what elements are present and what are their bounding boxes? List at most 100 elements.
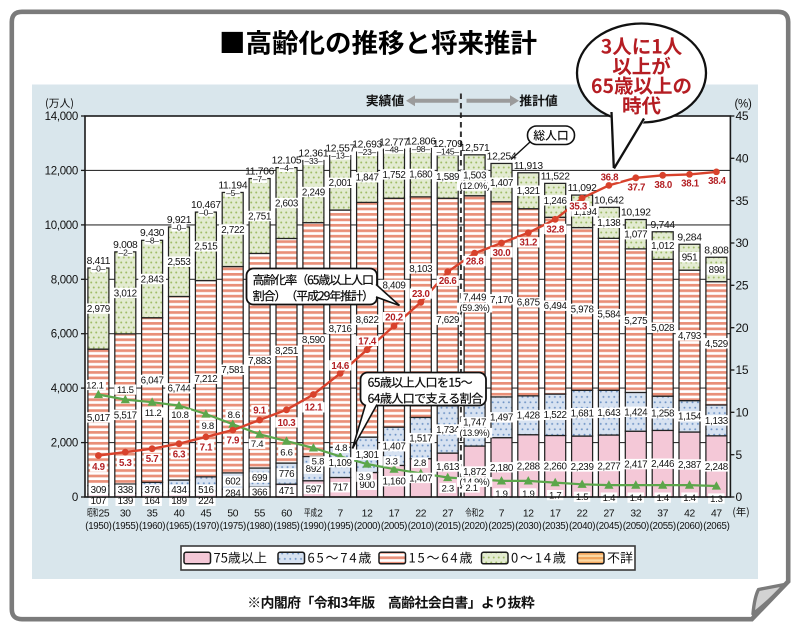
svg-text:1.4: 1.4 (656, 493, 669, 504)
svg-text:1,407: 1,407 (490, 178, 513, 189)
svg-text:38.0: 38.0 (654, 180, 672, 191)
svg-text:14.6: 14.6 (331, 361, 350, 372)
svg-text:32.8: 32.8 (546, 224, 565, 235)
svg-text:338: 338 (118, 485, 134, 496)
svg-text:5,517: 5,517 (114, 410, 137, 421)
svg-text:471: 471 (279, 486, 294, 497)
svg-text:7: 7 (499, 508, 505, 519)
svg-text:5,275: 5,275 (624, 316, 648, 327)
svg-text:(2025): (2025) (488, 521, 514, 532)
svg-text:–98–: –98– (412, 144, 430, 154)
svg-text:1.9: 1.9 (522, 489, 534, 500)
svg-text:(2020): (2020) (461, 521, 487, 532)
svg-text:42: 42 (684, 508, 695, 519)
svg-text:12,806: 12,806 (406, 137, 436, 148)
svg-text:37: 37 (657, 508, 668, 519)
svg-text:30: 30 (120, 508, 131, 519)
svg-text:17: 17 (550, 508, 561, 519)
svg-text:12,000: 12,000 (45, 165, 78, 177)
svg-text:2,979: 2,979 (87, 304, 110, 315)
svg-text:–0–: –0– (92, 264, 106, 274)
svg-text:1,407: 1,407 (382, 442, 405, 453)
svg-text:9,008: 9,008 (113, 240, 138, 251)
svg-text:(2010): (2010) (408, 521, 434, 532)
svg-text:366: 366 (252, 487, 268, 498)
svg-text:1,321: 1,321 (517, 186, 540, 197)
svg-text:10.8: 10.8 (171, 410, 188, 421)
svg-text:7.4: 7.4 (251, 439, 264, 450)
svg-text:(13.9%): (13.9%) (460, 428, 490, 438)
svg-text:2.1: 2.1 (465, 483, 477, 494)
svg-text:6,047: 6,047 (141, 375, 164, 386)
svg-text:9,744: 9,744 (651, 220, 676, 231)
svg-text:–0–: –0– (172, 223, 186, 233)
svg-text:37.7: 37.7 (627, 183, 645, 194)
svg-text:5,017: 5,017 (87, 413, 110, 424)
svg-text:2,288: 2,288 (517, 461, 541, 472)
svg-text:284: 284 (225, 489, 241, 500)
svg-text:12,777: 12,777 (379, 137, 409, 148)
svg-text:1,138: 1,138 (597, 218, 621, 229)
svg-text:(1975): (1975) (220, 521, 246, 532)
svg-text:10,467: 10,467 (191, 200, 221, 211)
svg-text:1,497: 1,497 (490, 413, 513, 424)
svg-text:2.3: 2.3 (441, 483, 453, 494)
svg-text:2,446: 2,446 (651, 459, 675, 470)
svg-text:17.4: 17.4 (358, 336, 377, 347)
svg-text:8,000: 8,000 (51, 274, 78, 286)
svg-text:35: 35 (147, 508, 158, 519)
svg-text:5.3: 5.3 (119, 458, 132, 469)
svg-text:38.1: 38.1 (681, 178, 700, 189)
svg-text:11,092: 11,092 (568, 183, 598, 194)
svg-text:8,808: 8,808 (704, 245, 729, 256)
svg-text:12.1: 12.1 (305, 403, 324, 414)
svg-text:1,517: 1,517 (409, 434, 432, 445)
svg-text:2,248: 2,248 (705, 462, 729, 473)
svg-text:5.8: 5.8 (312, 457, 324, 468)
svg-text:(2005): (2005) (381, 521, 407, 532)
svg-text:434: 434 (171, 485, 187, 496)
svg-text:26.6: 26.6 (439, 276, 458, 287)
svg-text:45: 45 (736, 109, 749, 123)
svg-text:1,194: 1,194 (574, 207, 598, 218)
svg-text:8,409: 8,409 (382, 280, 405, 291)
svg-text:7,212: 7,212 (194, 374, 217, 385)
svg-text:11,913: 11,913 (514, 161, 544, 172)
svg-text:(2065): (2065) (703, 521, 729, 532)
svg-text:12: 12 (523, 508, 534, 519)
svg-text:9,921: 9,921 (167, 215, 192, 226)
svg-text:22: 22 (577, 508, 588, 519)
svg-text:(1955): (1955) (112, 521, 138, 532)
svg-text:12.1: 12.1 (86, 380, 103, 391)
svg-text:(1950): (1950) (85, 521, 111, 532)
svg-text:6,875: 6,875 (517, 298, 541, 309)
svg-text:12: 12 (362, 508, 373, 519)
svg-text:0: 0 (736, 490, 743, 504)
svg-text:2: 2 (478, 508, 484, 519)
svg-text:5,978: 5,978 (571, 304, 595, 315)
svg-text:4,793: 4,793 (678, 331, 702, 342)
svg-text:40: 40 (736, 152, 749, 166)
svg-text:(1985): (1985) (273, 521, 299, 532)
svg-text:1,109: 1,109 (329, 458, 352, 469)
svg-text:(2000): (2000) (354, 521, 380, 532)
svg-text:25: 25 (98, 508, 109, 519)
svg-text:12,254: 12,254 (487, 152, 517, 163)
svg-text:8,622: 8,622 (356, 315, 379, 326)
svg-text:1.4: 1.4 (630, 493, 643, 504)
svg-text:376: 376 (144, 485, 160, 496)
svg-text:7,581: 7,581 (221, 365, 244, 376)
svg-text:2,843: 2,843 (141, 274, 165, 285)
svg-text:(2045): (2045) (596, 521, 622, 532)
svg-text:6,494: 6,494 (544, 301, 568, 312)
svg-text:1,589: 1,589 (436, 172, 459, 183)
svg-text:1,643: 1,643 (597, 408, 621, 419)
svg-text:–4–: –4– (280, 163, 294, 173)
svg-text:27: 27 (442, 508, 453, 519)
svg-text:25: 25 (736, 279, 749, 293)
svg-text:12,105: 12,105 (272, 156, 302, 167)
svg-text:–145–: –145– (437, 147, 460, 157)
svg-text:2: 2 (317, 508, 323, 519)
svg-text:(14.9%): (14.9%) (460, 477, 490, 487)
svg-text:7,629: 7,629 (436, 315, 459, 326)
